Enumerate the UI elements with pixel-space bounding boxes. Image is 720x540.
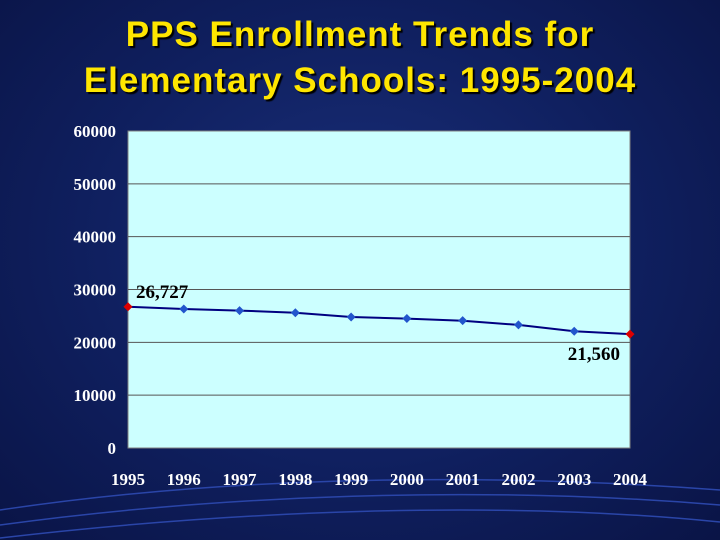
y-tick-label: 30000 [74, 281, 117, 300]
x-tick-label: 1997 [223, 470, 258, 489]
title-line-1: PPS Enrollment Trends for [125, 15, 595, 54]
page-title: PPS Enrollment Trends for Elementary Sch… [0, 12, 720, 104]
y-tick-label: 10000 [74, 386, 117, 405]
x-tick-label: 1999 [334, 470, 368, 489]
y-tick-label: 20000 [74, 333, 117, 352]
title-line-2: Elementary Schools: 1995-2004 [83, 61, 637, 100]
y-tick-label: 40000 [74, 228, 117, 247]
y-axis-tick-labels: 0 10000 20000 30000 40000 50000 60000 [74, 122, 117, 458]
gridlines [128, 183, 630, 396]
x-tick-label: 2004 [613, 470, 648, 489]
y-tick-label: 0 [108, 439, 117, 458]
data-point-marker [569, 326, 579, 336]
data-label: 21,560 [568, 344, 620, 365]
x-tick-label: 2003 [557, 470, 591, 489]
data-point-marker [458, 316, 468, 326]
data-point-marker [290, 308, 300, 318]
x-tick-label: 1996 [167, 470, 201, 489]
data-point-marker [346, 312, 356, 322]
data-point-marker [402, 314, 412, 324]
data-point-marker [235, 306, 245, 316]
data-point-marker [179, 304, 189, 314]
x-tick-label: 2001 [446, 470, 480, 489]
y-tick-label: 60000 [74, 122, 117, 141]
x-tick-label: 2002 [501, 470, 535, 489]
data-label: 26,727 [136, 282, 189, 303]
series-markers [123, 302, 635, 339]
data-point-marker [123, 302, 133, 312]
data-labels: 26,727 21,560 [136, 282, 620, 365]
decorative-swoosh-lines [0, 478, 720, 539]
x-tick-label: 1998 [278, 470, 312, 489]
x-tick-label: 1995 [111, 470, 145, 489]
y-tick-label: 50000 [74, 175, 117, 194]
x-tick-label: 2000 [390, 470, 424, 489]
data-point-marker [625, 329, 635, 339]
x-axis-tick-labels: 1995 1996 1997 1998 1999 2000 2001 2002 2003 2004 [111, 470, 648, 489]
data-point-marker [513, 320, 523, 330]
series-line [127, 305, 631, 336]
